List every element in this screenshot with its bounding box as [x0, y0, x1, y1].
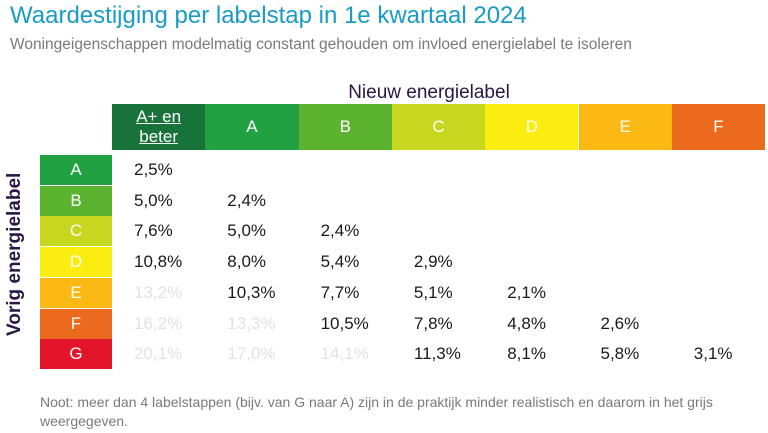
table-cell: 10,8% — [134, 252, 183, 272]
table-cell: 5,1% — [413, 282, 453, 302]
row-header-g: G — [40, 339, 112, 370]
table-cell: 5,4% — [320, 252, 360, 272]
footnote: Noot: meer dan 4 labelstappen (bijv. van… — [40, 394, 713, 429]
table-cell: 13,2% — [134, 282, 183, 302]
table-cell: 14,1% — [320, 344, 369, 364]
column-header-d: D — [485, 104, 579, 150]
table-cell: 5,0% — [227, 221, 267, 241]
table-cell: 7,8% — [413, 313, 453, 333]
column-header-e: E — [578, 104, 672, 150]
row-header-c: C — [40, 216, 112, 247]
table-cell: 8,1% — [507, 344, 546, 364]
chart-subtitle: Woningeigenschappen modelmatig constant … — [10, 36, 632, 53]
table-cell: 2,5% — [134, 160, 173, 179]
table-cell: 17,0% — [227, 344, 276, 364]
row-header-f: F — [40, 308, 112, 339]
column-header-c: C — [391, 104, 486, 150]
table-cell: 13,3% — [227, 313, 276, 333]
chart-title: Waardestijging per labelstap in 1e kwart… — [10, 2, 527, 29]
row-header-d: D — [40, 247, 112, 278]
row-header-a: A — [40, 155, 112, 185]
table-cell: 8,0% — [227, 252, 267, 272]
table-cell: 2,6% — [600, 313, 640, 333]
row-header-e: E — [40, 277, 112, 308]
column-header-b: B — [298, 104, 392, 150]
table-cell: 2,9% — [413, 252, 453, 272]
table-cell: 7,6% — [134, 221, 173, 241]
row-axis-title: Vorig energielabel — [4, 172, 25, 336]
column-header-f: F — [671, 104, 766, 150]
column-header-a: A — [205, 104, 299, 150]
row-header-b: B — [40, 185, 112, 216]
table-cell: 2,4% — [227, 190, 267, 210]
table-cell: 5,0% — [134, 190, 173, 210]
table-cell: 2,4% — [320, 221, 360, 241]
table-cell: 3,1% — [693, 344, 733, 364]
table-cell: 16,2% — [134, 313, 183, 333]
table-cell: 7,7% — [320, 282, 360, 302]
table-cell: 10,3% — [227, 282, 276, 302]
column-header-aplus-en-beter: A+ en beter — [112, 104, 206, 150]
table-cell: 4,8% — [507, 313, 546, 333]
table-cell: 20,1% — [134, 344, 183, 364]
column-axis-title: Nieuw energielabel — [348, 82, 510, 103]
table-cell: 10,5% — [320, 313, 369, 333]
table-cell: 11,3% — [413, 344, 461, 364]
table-cell: 5,8% — [600, 344, 640, 364]
table-cell: 2,1% — [507, 282, 546, 302]
